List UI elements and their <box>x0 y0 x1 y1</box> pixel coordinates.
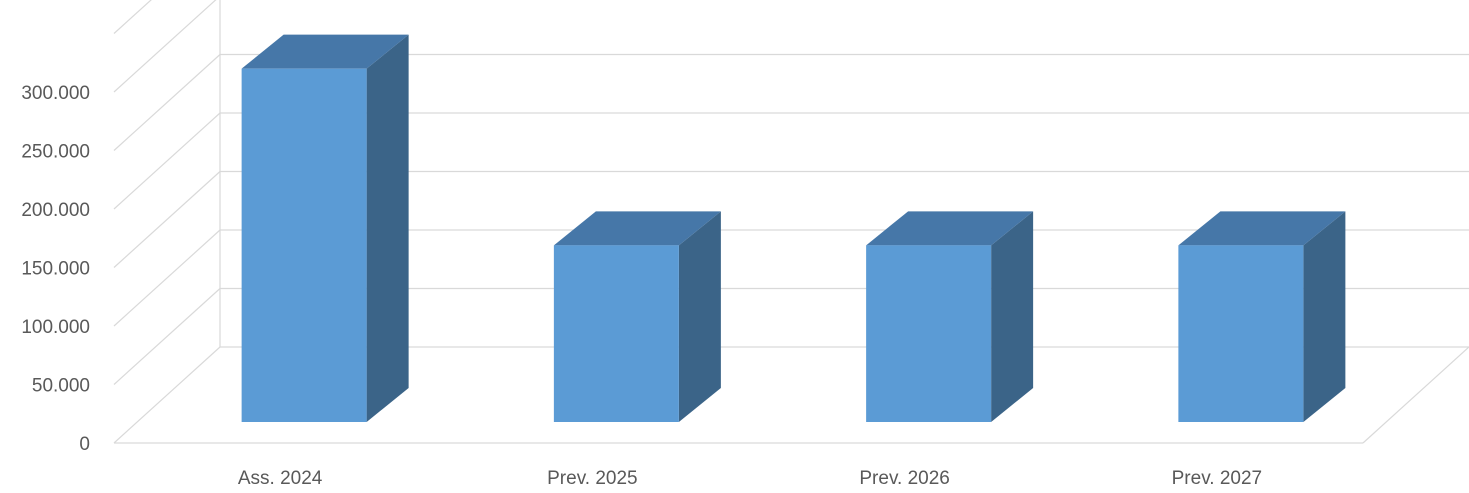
bars <box>241 34 1346 422</box>
bar <box>866 211 1034 422</box>
bar-top-face <box>241 34 409 69</box>
floor-right-edge <box>1362 346 1469 444</box>
gridline-diagonal <box>113 54 221 151</box>
bar-front-face <box>1178 245 1304 422</box>
x-category-label: Prev. 2026 <box>859 468 949 489</box>
y-tick-label: 100.000 <box>21 317 90 338</box>
gridline-diagonal <box>113 0 152 34</box>
y-tick-label: 200.000 <box>21 200 90 221</box>
x-category-label: Ass. 2024 <box>238 468 323 489</box>
bar-side-face <box>678 211 721 422</box>
y-tick-label: 0 <box>79 434 90 455</box>
bar <box>553 211 721 422</box>
gridline-diagonal <box>113 229 221 327</box>
y-tick-label: 300.000 <box>21 83 90 104</box>
gridline-diagonal <box>113 288 221 385</box>
bar-top-face <box>553 211 721 246</box>
bar-top-face <box>1178 211 1346 246</box>
bar-top-face <box>866 211 1034 246</box>
bar-side-face <box>991 211 1034 422</box>
x-category-label: Prev. 2027 <box>1172 468 1262 489</box>
gridlines <box>113 0 1469 444</box>
gridline-diagonal <box>113 0 217 93</box>
bar-front-face <box>866 245 992 422</box>
x-axis-categories: Ass. 2024 Prev. 2025 Prev. 2026 Prev. 2027 <box>238 468 1262 489</box>
gridline-diagonal <box>113 346 221 444</box>
y-axis-ticks: 0 50.000 100.000 150.000 200.000 250.000 300.0… <box>21 83 90 455</box>
y-tick-label: 50.000 <box>32 376 90 397</box>
bar-front-face <box>553 245 679 422</box>
bar-front-face <box>241 68 367 422</box>
gridline-diagonal <box>113 171 221 268</box>
gridline-diagonal <box>113 112 221 210</box>
y-tick-label: 250.000 <box>21 142 90 163</box>
bar <box>241 34 409 422</box>
bar <box>1178 211 1346 422</box>
x-category-label: Prev. 2025 <box>547 468 637 489</box>
bar-side-face <box>1303 211 1346 422</box>
bar-side-face <box>366 34 409 422</box>
y-tick-label: 150.000 <box>21 259 90 280</box>
